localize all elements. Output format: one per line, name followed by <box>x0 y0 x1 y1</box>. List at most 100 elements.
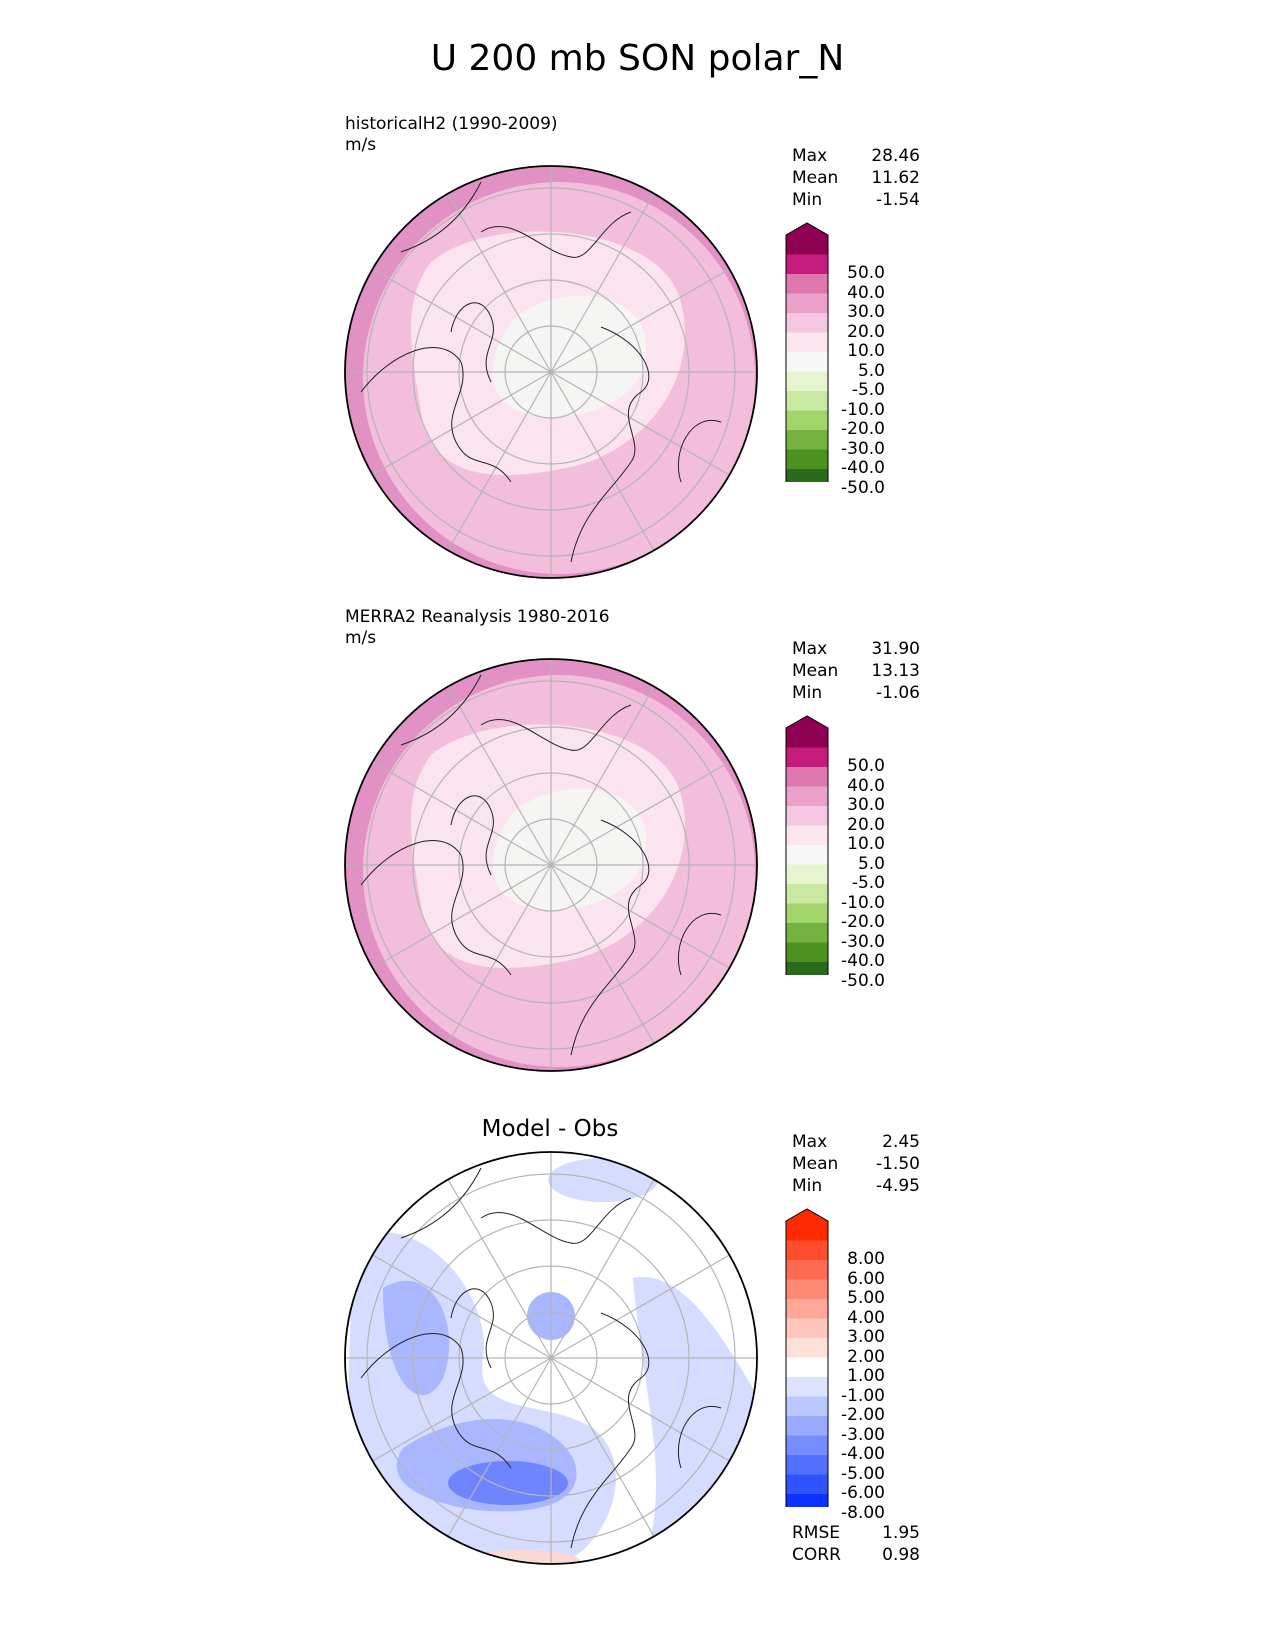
colorbar-segment <box>786 1318 828 1339</box>
panel1-dataset: historicalH2 (1990-2009) <box>345 114 558 134</box>
stat-name: Max <box>792 639 828 659</box>
stat-name: Max <box>792 1132 828 1152</box>
colorbar-tick-label: 2.00 <box>847 1346 885 1367</box>
meridian-line <box>447 371 552 551</box>
colorbar-segment <box>786 767 828 787</box>
polar-map-model <box>343 164 759 580</box>
meridian-line <box>550 268 730 373</box>
metric-name: CORR <box>792 1545 841 1565</box>
colorbar-segment <box>786 293 828 314</box>
colorbar-tick-label: 8.00 <box>847 1249 885 1269</box>
colorbar-extend-top <box>786 223 828 255</box>
metric-row: CORR 0.98 <box>792 1544 920 1566</box>
colorbar-segment <box>786 903 828 924</box>
meridian-line <box>372 761 552 866</box>
colorbar-segment <box>786 254 828 275</box>
meridian-line <box>447 1179 552 1359</box>
colorbar-tick-label: -5.0 <box>851 873 885 893</box>
stat-value: 28.46 <box>871 146 920 166</box>
colorbar-tick-label: -4.00 <box>841 1444 885 1464</box>
colorbar-segment <box>786 825 828 846</box>
colorbar-outline <box>785 1208 829 1507</box>
panel2-dataset: MERRA2 Reanalysis 1980-2016 <box>345 607 610 627</box>
stat-row: Max 31.90 <box>792 638 920 660</box>
meridian-line <box>550 761 730 866</box>
stat-row: Min -1.06 <box>792 682 920 704</box>
stat-name: Max <box>792 146 828 166</box>
meridian-line <box>550 371 730 476</box>
coastline <box>570 1312 650 1549</box>
meridian-line <box>550 1357 655 1537</box>
colorbar-segment <box>786 469 828 482</box>
colorbar-tick-label: -50.0 <box>841 477 885 498</box>
colorbar-tick-label: 5.0 <box>857 360 885 381</box>
stat-value: -1.50 <box>876 1154 920 1174</box>
coastline <box>570 819 650 1056</box>
colorbar-tick-label: 40.0 <box>847 282 885 303</box>
colorbar-segment <box>786 1396 828 1417</box>
coastline <box>480 704 632 751</box>
coastline <box>450 795 494 876</box>
polar-map-difference <box>343 1150 759 1566</box>
meridian-line <box>550 193 655 373</box>
colorbar-tick-label: 20.0 <box>847 321 885 342</box>
stat-name: Min <box>792 1176 823 1196</box>
coastline <box>480 1197 632 1244</box>
colorbar-segment <box>786 942 828 963</box>
polar-map-obs <box>343 657 759 1073</box>
stat-name: Mean <box>792 1154 839 1174</box>
coastline <box>450 302 494 383</box>
stat-row: Min -4.95 <box>792 1175 920 1197</box>
stat-row: Mean 11.62 <box>792 167 920 189</box>
panel3-metrics: RMSE 1.95 CORR 0.98 <box>792 1522 920 1566</box>
colorbar-outline <box>785 222 829 482</box>
colorbar-svg <box>785 715 829 975</box>
map-boundary <box>344 165 758 579</box>
meridian-line <box>447 1357 552 1537</box>
meridian-line <box>550 1179 655 1359</box>
panel1-units: m/s <box>345 135 377 155</box>
colorbar-tick-label: -3.00 <box>841 1424 885 1445</box>
field-layer <box>345 166 757 578</box>
stat-value: 13.13 <box>871 661 920 681</box>
meridian-line <box>447 193 552 373</box>
colorbar-tick-label: 6.00 <box>847 1268 885 1289</box>
colorbar-segment <box>786 352 828 372</box>
colorbar-segment <box>786 274 828 294</box>
colorbar-segment <box>786 332 828 353</box>
panel2-units: m/s <box>345 628 377 648</box>
colorbar-tick-label: 3.00 <box>847 1327 885 1347</box>
colorbar-svg <box>785 222 829 482</box>
coastline <box>400 1167 482 1239</box>
stat-name: Mean <box>792 168 839 188</box>
meridian-line <box>550 1254 730 1359</box>
colorbar-tick-label: -50.0 <box>841 970 885 991</box>
map-boundary <box>344 658 758 1072</box>
colorbar-tick-label: 50.0 <box>847 756 885 776</box>
colorbar-segment <box>786 864 828 885</box>
colorbar-segment <box>786 845 828 865</box>
colorbar-tick-label: 1.00 <box>847 1366 885 1386</box>
stat-value: 2.45 <box>882 1132 920 1152</box>
coastline <box>677 1405 722 1469</box>
colorbar-tick-label: -8.00 <box>841 1502 885 1523</box>
colorbar-tick-label: 10.0 <box>847 341 885 361</box>
meridian-line <box>550 1357 730 1462</box>
colorbar-tick-label: 5.00 <box>847 1288 885 1308</box>
colorbar-segment <box>786 1240 828 1261</box>
stat-value: -4.95 <box>876 1176 920 1196</box>
coastline <box>360 1333 512 1469</box>
colorbar-segment <box>786 1455 828 1475</box>
meridian-line <box>550 864 655 1044</box>
coastline <box>360 347 512 483</box>
coastline <box>480 211 632 258</box>
coastline <box>360 840 512 976</box>
coastline <box>400 181 482 253</box>
stat-value: -1.06 <box>876 683 920 703</box>
colorbar-segment <box>786 1416 828 1436</box>
panel1-stats: Max 28.46 Mean 11.62 Min -1.54 <box>792 145 920 211</box>
colorbar-segment <box>786 1299 828 1319</box>
coastline <box>450 1288 494 1369</box>
panel3-title: Model - Obs <box>481 1116 619 1142</box>
colorbar-svg <box>785 1208 829 1507</box>
